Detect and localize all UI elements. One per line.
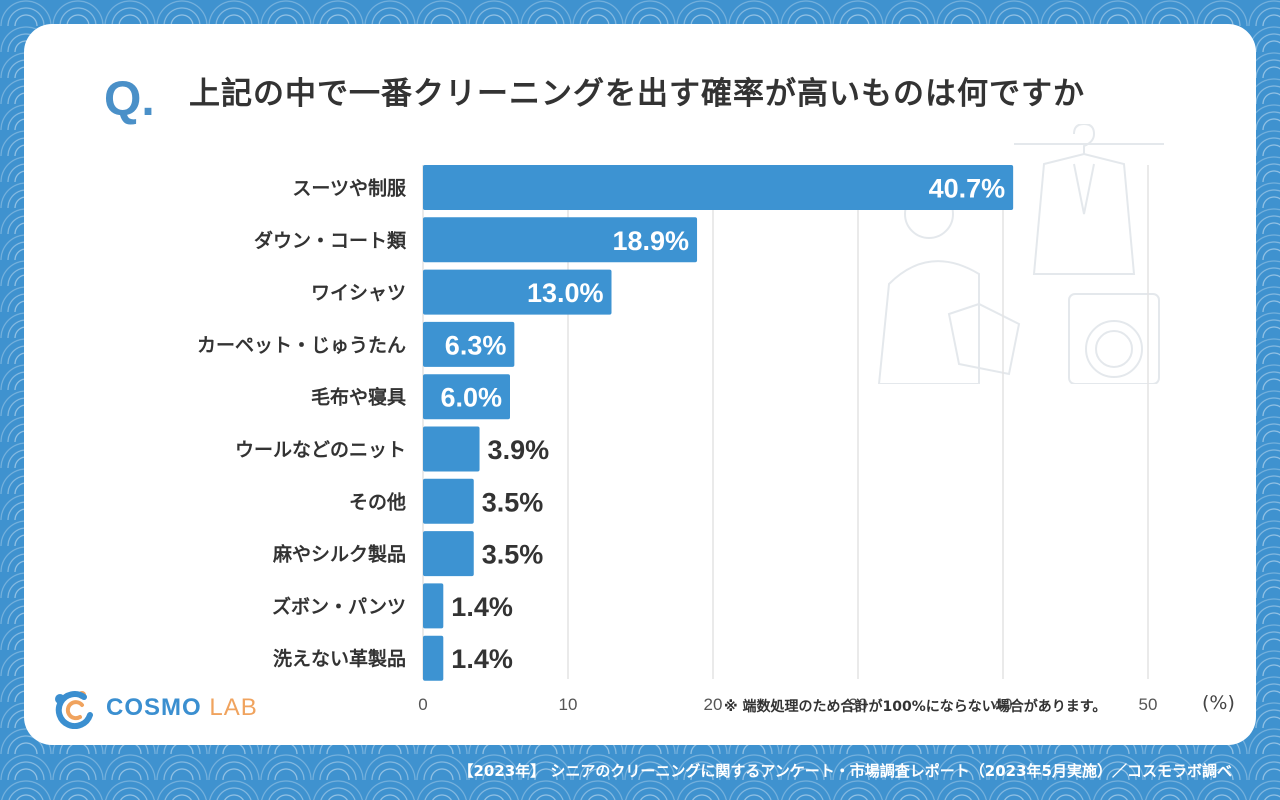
value-label: 3.5% — [482, 487, 544, 517]
value-label: 40.7% — [929, 174, 1006, 204]
x-tick-label: 50 — [1139, 695, 1158, 714]
chart-card: Q. 上記の中で一番クリーニングを出す確率が高いものは何ですか 0 10 20 30 4… — [24, 24, 1256, 745]
value-label: 6.3% — [445, 330, 507, 360]
category-label: ワイシャツ — [311, 282, 406, 304]
x-tick-label: 0 — [418, 695, 427, 714]
value-label: 3.9% — [488, 435, 550, 465]
bar-chart: 0 10 20 30 40 50 スーツや制服 40.7% ダウン・コート類 18.9% ワイシャツ… — [197, 165, 1157, 715]
category-label: 洗えない革製品 — [273, 647, 406, 670]
cosmo-lab-logo-icon — [55, 691, 93, 729]
bar — [423, 635, 444, 681]
logo-text: COSMO LAB — [106, 694, 258, 722]
bar — [423, 165, 1014, 210]
bar — [423, 217, 698, 263]
source-credit: 【2023年】 シニアのクリーニングに関するアンケート・市場調査レポート（202… — [458, 762, 1232, 780]
cosmo-lab-logo: COSMO LAB — [50, 687, 258, 729]
logo-cosmo-text: COSMO — [106, 694, 202, 721]
bar — [423, 374, 510, 420]
category-label: その他 — [349, 490, 406, 513]
question-mark: Q. — [104, 73, 155, 126]
value-label: 3.5% — [482, 540, 544, 570]
bar — [423, 531, 474, 577]
bars — [423, 165, 1014, 681]
value-label: 1.4% — [451, 592, 513, 622]
footnote: ※ 端数処理のため合計が100%にならない場合があります。 — [724, 699, 1107, 715]
axis-unit-label: (%) — [1202, 692, 1235, 714]
category-label: 麻やシルク製品 — [272, 543, 406, 566]
category-label: ズボン・パンツ — [272, 595, 406, 618]
category-label: カーペット・じゅうたん — [197, 334, 406, 356]
bar — [423, 583, 444, 629]
logo-lab-text: LAB — [209, 694, 258, 721]
value-label: 1.4% — [451, 644, 513, 674]
value-label: 13.0% — [527, 278, 604, 308]
x-tick-label: 10 — [559, 695, 578, 714]
category-label: スーツや制服 — [292, 177, 407, 200]
x-tick-label: 40 — [994, 695, 1013, 714]
value-label: 18.9% — [612, 226, 689, 256]
category-label: ウールなどのニット — [235, 439, 406, 461]
value-label: 6.0% — [440, 383, 502, 413]
x-tick-label: 30 — [849, 695, 868, 714]
question-title: 上記の中で一番クリーニングを出す確率が高いものは何ですか — [189, 76, 1085, 112]
bar — [423, 426, 480, 472]
bar — [423, 478, 474, 524]
bar — [423, 321, 515, 367]
category-label: ダウン・コート類 — [254, 229, 407, 252]
bar — [423, 269, 612, 315]
laundry-illustration-icon — [877, 124, 1164, 384]
labels: 0 10 20 30 40 50 スーツや制服 40.7% ダウン・コート類 18.9% ワイシャツ… — [197, 174, 1157, 715]
x-tick-label: 20 — [704, 695, 723, 714]
category-label: 毛布や寝具 — [311, 386, 406, 409]
